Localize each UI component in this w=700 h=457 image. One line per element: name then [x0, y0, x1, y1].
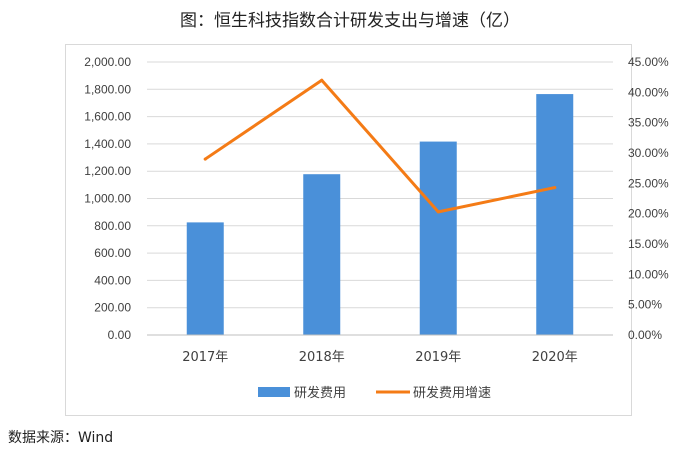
line-point: [436, 210, 440, 214]
legend-label: 研发费用增速: [413, 385, 491, 401]
right-tick-label: 10.00%: [628, 267, 669, 281]
right-tick-label: 40.00%: [628, 85, 669, 99]
line-point: [553, 186, 557, 190]
right-tick-label: 35.00%: [628, 116, 669, 130]
x-axis-ticks: 2017年 2018年 2019年 2020年: [182, 350, 578, 365]
line-path: [203, 78, 557, 214]
right-tick-label: 30.00%: [628, 146, 669, 160]
right-tick-label: 20.00%: [628, 207, 669, 221]
right-tick-label: 5.00%: [628, 298, 662, 312]
bar: [303, 174, 341, 335]
right-tick-label: 0.00%: [628, 328, 662, 342]
right-tick-label: 45.00%: [628, 55, 669, 69]
line-series: [203, 78, 557, 214]
right-tick-label: 15.00%: [628, 237, 669, 251]
x-tick-label: 2020年: [532, 350, 578, 365]
x-tick-label: 2019年: [415, 350, 461, 365]
left-tick-label: 400.00: [94, 273, 131, 287]
gridlines: [147, 61, 613, 309]
left-axis-ticks: 0.00 200.00 400.00 600.00 800.00 1,000.00 1,20…: [84, 55, 131, 342]
left-tick-label: 2,000.00: [84, 55, 131, 69]
left-tick-label: 600.00: [94, 246, 131, 260]
chart-frame: [65, 44, 632, 416]
right-axis-ticks: 0.00% 5.00% 10.00% 15.00% 20.00% 25.00% 30.00%…: [628, 55, 669, 342]
x-tick-label: 2018年: [299, 350, 345, 365]
line-point: [320, 78, 324, 82]
left-tick-label: 800.00: [94, 219, 131, 233]
bar: [536, 94, 574, 335]
bar: [419, 141, 457, 335]
left-tick-label: 1,000.00: [84, 192, 131, 206]
left-tick-label: 200.00: [94, 301, 131, 315]
left-tick-label: 1,400.00: [84, 137, 131, 151]
bar: [186, 222, 224, 335]
left-tick-label: 1,800.00: [84, 82, 131, 96]
left-tick-label: 1,200.00: [84, 164, 131, 178]
legend-swatch-bar: [258, 387, 290, 397]
right-tick-label: 25.00%: [628, 176, 669, 190]
legend: 研发费用 研发费用增速: [258, 385, 491, 401]
line-point: [203, 157, 207, 161]
bar-series: [186, 94, 574, 335]
legend-label: 研发费用: [294, 385, 346, 401]
x-tick-label: 2017年: [182, 350, 228, 365]
source-note: 数据来源：Wind: [8, 430, 114, 446]
left-tick-label: 1,600.00: [84, 110, 131, 124]
left-tick-label: 0.00: [108, 328, 132, 342]
chart-title: 图：恒生科技指数合计研发支出与增速（亿）: [180, 11, 520, 31]
